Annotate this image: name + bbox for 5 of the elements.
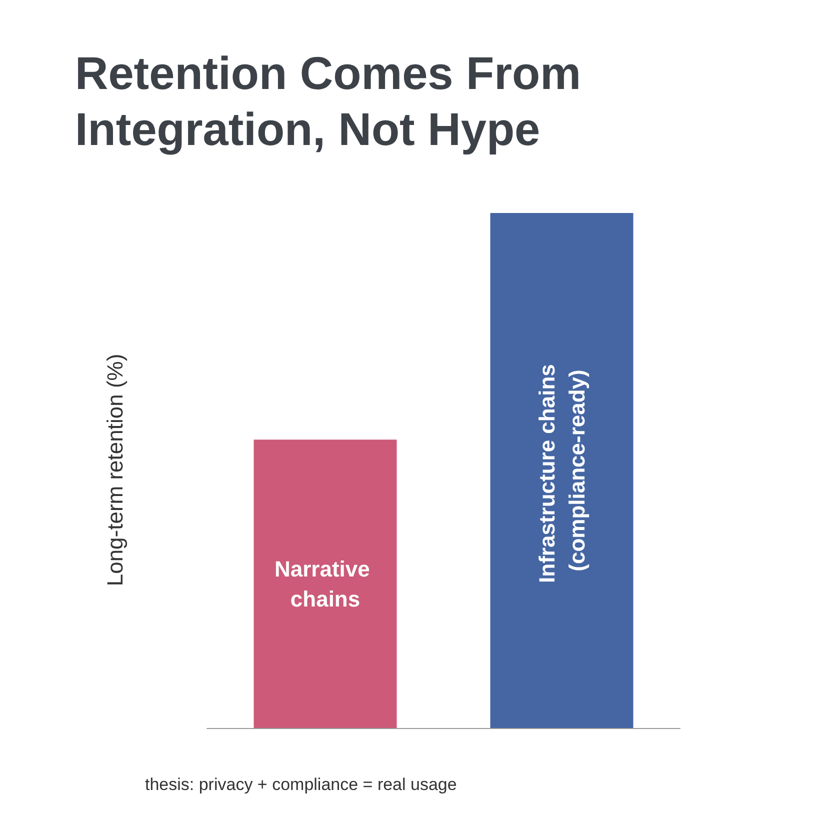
x-tick-label: Infrastructure chains (compliance-ready) [534,358,590,583]
chart-title: Retention Comes From Integration, Not Hype [75,47,582,155]
text: thesis: privacy + compliance = real usage [145,775,457,794]
y-axis-title: Long-term retention (%) [102,354,128,586]
x-tick-label: Narrative chains [274,556,376,612]
